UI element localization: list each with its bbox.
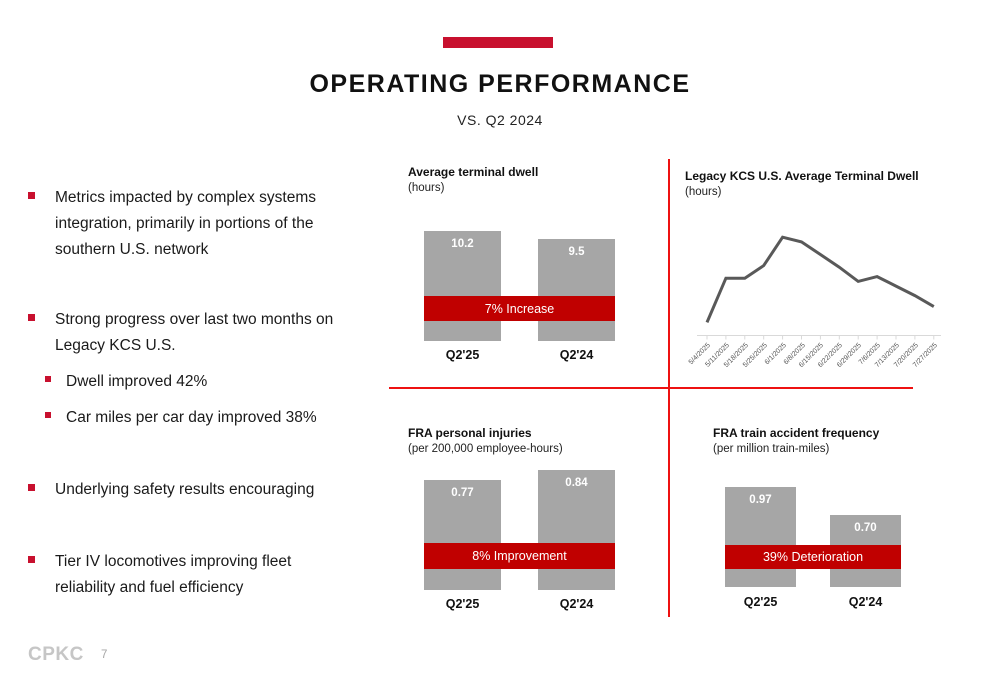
change-band: 7% Increase — [424, 296, 615, 321]
category-label-q2-24: Q2'24 — [848, 595, 883, 609]
bullet-marker-icon — [28, 556, 35, 563]
bullet-marker-icon — [28, 192, 35, 199]
page-number: 7 — [101, 649, 108, 661]
dwell-trend-plot — [697, 235, 941, 340]
chart-fra-train-accident-frequency: FRA train accident frequency (per millio… — [713, 425, 953, 625]
category-label-q2-24: Q2'24 — [559, 597, 594, 611]
bullet-marker-icon — [45, 376, 51, 382]
chart-subtitle: (per million train-miles) — [713, 443, 830, 455]
bar-q2-25: 0.97 — [725, 487, 796, 587]
bar-q2-24: 9.5 — [538, 239, 615, 341]
category-label-q2-24: Q2'24 — [559, 348, 594, 362]
bar-q2-25: 10.2 — [424, 231, 501, 341]
chart-legacy-kcs-dwell: Legacy KCS U.S. Average Terminal Dwell (… — [685, 168, 965, 388]
chart-subtitle: (per 200,000 employee-hours) — [408, 443, 563, 455]
bullet-item: Metrics impacted by complex systems inte… — [28, 185, 355, 263]
chart-title: FRA train accident frequency — [713, 426, 880, 440]
chart-title: Legacy KCS U.S. Average Terminal Dwell — [685, 169, 919, 183]
bullet-item: Underlying safety results encouraging — [28, 477, 355, 503]
bullet-marker-icon — [28, 484, 35, 491]
bar-value-label: 9.5 — [568, 246, 585, 258]
bullet-text: Underlying safety results encouraging — [55, 481, 315, 498]
bullet-text: Strong progress over last two months on … — [55, 311, 334, 354]
category-label-q2-25: Q2'25 — [445, 597, 480, 611]
category-label-q2-25: Q2'25 — [445, 348, 480, 362]
category-label-q2-25: Q2'25 — [743, 595, 778, 609]
chart-title: Average terminal dwell — [408, 165, 539, 179]
bar-value-label: 0.77 — [451, 487, 474, 499]
change-band-label: 8% Improvement — [472, 549, 567, 563]
dwell-trend-polyline — [705, 235, 935, 323]
bullet-text: Tier IV locomotives improving fleet reli… — [55, 553, 292, 596]
bullet-text: Dwell improved 42% — [66, 373, 208, 390]
change-band: 39% Deterioration — [725, 545, 901, 569]
chart-average-terminal-dwell: Average terminal dwell (hours) 10.2 9.5 … — [408, 164, 648, 374]
bullet-subitem: Car miles per car day improved 38% — [45, 405, 366, 431]
bar-value-label: 0.97 — [749, 494, 772, 506]
change-band-label: 7% Increase — [484, 301, 555, 316]
chart-subtitle: (hours) — [408, 182, 445, 194]
bullet-marker-icon — [28, 314, 35, 321]
title-accent-bar — [443, 37, 553, 48]
bullet-marker-icon — [45, 412, 51, 418]
change-band: 8% Improvement — [424, 543, 615, 569]
bar-value-label: 0.70 — [854, 522, 877, 534]
change-band-label: 39% Deterioration — [762, 550, 864, 564]
chart-subtitle: (hours) — [685, 186, 722, 198]
slide-subtitle: VS. Q2 2024 — [457, 112, 543, 128]
slide-title: OPERATING PERFORMANCE — [309, 70, 691, 98]
chart-title: FRA personal injuries — [408, 426, 532, 440]
bar-q2-24: 0.84 — [538, 470, 615, 590]
bar-value-label: 10.2 — [451, 238, 474, 250]
bullet-item: Strong progress over last two months on … — [28, 307, 355, 359]
bar-value-label: 0.84 — [565, 477, 588, 489]
bullet-item: Tier IV locomotives improving fleet reli… — [28, 549, 355, 601]
chart-fra-personal-injuries: FRA personal injuries (per 200,000 emplo… — [408, 425, 648, 625]
bar-q2-25: 0.77 — [424, 480, 501, 590]
bullet-text: Metrics impacted by complex systems inte… — [55, 189, 316, 258]
quadrant-divider-horizontal — [389, 387, 913, 389]
bullet-text: Car miles per car day improved 38% — [66, 409, 317, 426]
cpkc-logo: CPKC — [28, 644, 84, 665]
bullet-subitem: Dwell improved 42% — [45, 369, 366, 395]
